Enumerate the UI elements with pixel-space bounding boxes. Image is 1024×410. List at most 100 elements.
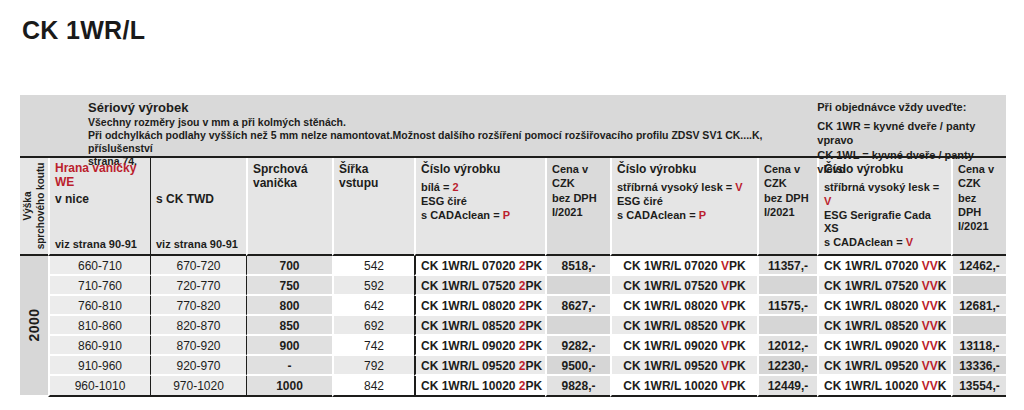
code-text: PK xyxy=(526,339,543,353)
cell-code-white: CK 1WR/L 08020 2PK xyxy=(414,296,545,316)
cell-price3: 13336,- xyxy=(951,356,1006,376)
cell-s-ck-twd: 670-720 xyxy=(150,256,246,276)
cell-code-white: CK 1WR/L 08520 2PK xyxy=(414,316,545,336)
cell-v-nice: 710-760 xyxy=(48,276,150,296)
code-text: CK 1WR/L 09020 xyxy=(421,339,519,353)
product-white-spec1: bílá = 2 xyxy=(421,181,540,195)
code-text: PK xyxy=(729,359,746,373)
code-accent: 2 xyxy=(519,319,526,333)
cell-price2 xyxy=(757,316,817,336)
cell-price1: 8518,- xyxy=(545,256,610,276)
height-header-label: Výška sprchového koutu xyxy=(22,163,47,250)
code-text: CK 1WR/L 08020 xyxy=(824,299,922,313)
cell-price2: 11575,- xyxy=(757,296,817,316)
cell-v-nice: 660-710 xyxy=(48,256,150,276)
cell-price1: 9282,- xyxy=(545,336,610,356)
code-text: K xyxy=(938,319,947,333)
code-text: PK xyxy=(729,279,746,293)
cell-code-silver: CK 1WR/L 07020 VPK xyxy=(610,256,757,276)
price-header-l3: I/2021 xyxy=(958,219,1001,233)
cell-code-silver: CK 1WR/L 10020 VPK xyxy=(610,376,757,397)
cell-price1 xyxy=(545,316,610,336)
cell-price2 xyxy=(757,276,817,296)
cell-code-serigraphy: CK 1WR/L 09020 VVK xyxy=(817,336,951,356)
price-header-l2: bez DPH xyxy=(552,191,605,205)
cell-code-silver: CK 1WR/L 09520 VPK xyxy=(610,356,757,376)
code-text: CK 1WR/L 09520 xyxy=(824,359,922,373)
product-silver-spec2: ESG čiré xyxy=(617,195,752,209)
code-accent: VV xyxy=(922,299,938,313)
price-table: Výška sprchového koutu Hrana vaničky WE … xyxy=(20,158,1006,397)
height-value: 2000 xyxy=(26,309,42,342)
code-text: CK 1WR/L 08520 xyxy=(824,319,922,333)
cell-price3 xyxy=(951,316,1006,336)
table-row: 860-910 870-920 900 742 CK 1WR/L 09020 2… xyxy=(20,336,1006,356)
code-text: K xyxy=(938,299,947,313)
code-accent: VV xyxy=(922,259,938,273)
cell-s-ck-twd: 820-870 xyxy=(150,316,246,336)
spec-accent: V xyxy=(906,236,913,248)
edge-sub-text: WE xyxy=(55,175,74,189)
code-text: CK 1WR/L 10020 xyxy=(824,379,922,393)
v-nice-ref: viz strana 90-91 xyxy=(55,238,145,250)
code-text: PK xyxy=(729,299,746,313)
s-ck-twd-ref: viz strana 90-91 xyxy=(156,238,241,250)
price-header-l2: bez DPH xyxy=(764,191,812,205)
code-text: PK xyxy=(729,259,746,273)
cell-price2: 12449,- xyxy=(757,376,817,397)
spec-text: s CADAclean = xyxy=(824,236,906,248)
cell-price2: 11357,- xyxy=(757,256,817,276)
cell-code-white: CK 1WR/L 07520 2PK xyxy=(414,276,545,296)
code-text: CK 1WR/L 09520 xyxy=(623,359,721,373)
spec-accent: V xyxy=(735,181,742,193)
cell-s-ck-twd: 720-770 xyxy=(150,276,246,296)
cell-code-white: CK 1WR/L 09020 2PK xyxy=(414,336,545,356)
code-accent: VV xyxy=(922,319,938,333)
cell-code-white: CK 1WR/L 09520 2PK xyxy=(414,356,545,376)
cell-tray: 700 xyxy=(246,256,332,276)
note-band: Sériový výrobek Všechny rozměry jsou v m… xyxy=(20,95,1006,158)
cell-tray: 850 xyxy=(246,316,332,336)
cell-v-nice: 910-960 xyxy=(48,356,150,376)
code-accent: V xyxy=(721,359,729,373)
code-accent: 2 xyxy=(519,339,526,353)
code-text: CK 1WR/L 08520 xyxy=(623,319,721,333)
product-white-spec3: s CADAclean = P xyxy=(421,209,540,223)
code-accent: V xyxy=(721,319,729,333)
cell-s-ck-twd: 920-970 xyxy=(150,356,246,376)
edge-title-text: Hrana vaničky xyxy=(55,161,136,175)
code-text: PK xyxy=(729,319,746,333)
col-price1-header: Cena v CZK bez DPH I/2021 xyxy=(545,158,610,256)
product-serigraphy-spec3: s CADAclean = V xyxy=(824,236,946,250)
cell-price1 xyxy=(545,276,610,296)
edge-group-title: Hrana vaničky WE xyxy=(55,162,145,192)
col-entry-width-header: Šířka vstupu xyxy=(332,158,414,256)
price-header-l3: I/2021 xyxy=(552,205,605,219)
price-header-lines: Cena v CZK bez DPH I/2021 xyxy=(764,162,812,219)
table-row: 2000 660-710 670-720 700 542 CK 1WR/L 07… xyxy=(20,256,1006,276)
cell-price1: 9500,- xyxy=(545,356,610,376)
code-text: PK xyxy=(526,279,543,293)
cell-s-ck-twd: 870-920 xyxy=(150,336,246,356)
cell-tray: - xyxy=(246,356,332,376)
code-text: K xyxy=(938,339,947,353)
code-text: K xyxy=(938,279,947,293)
cell-tray: 900 xyxy=(246,336,332,356)
code-accent: VV xyxy=(922,379,938,393)
code-text: K xyxy=(938,379,947,393)
header-row: Výška sprchového koutu Hrana vaničky WE … xyxy=(20,158,1006,256)
code-text: PK xyxy=(729,339,746,353)
code-text: CK 1WR/L 09020 xyxy=(623,339,721,353)
col-height-header: Výška sprchového koutu xyxy=(20,158,48,256)
col-tray-header: Sprchová vanička xyxy=(246,158,332,256)
code-accent: VV xyxy=(922,279,938,293)
height-header-line1: Výška xyxy=(22,163,35,250)
cell-code-serigraphy: CK 1WR/L 10020 VVK xyxy=(817,376,951,397)
code-text: K xyxy=(938,259,947,273)
code-text: CK 1WR/L 09020 xyxy=(824,339,922,353)
height-header-line2: sprchového koutu xyxy=(34,163,47,250)
cell-entry-width: 692 xyxy=(332,316,414,336)
cell-entry-width: 642 xyxy=(332,296,414,316)
cell-price3 xyxy=(951,276,1006,296)
code-text: CK 1WR/L 08020 xyxy=(623,299,721,313)
